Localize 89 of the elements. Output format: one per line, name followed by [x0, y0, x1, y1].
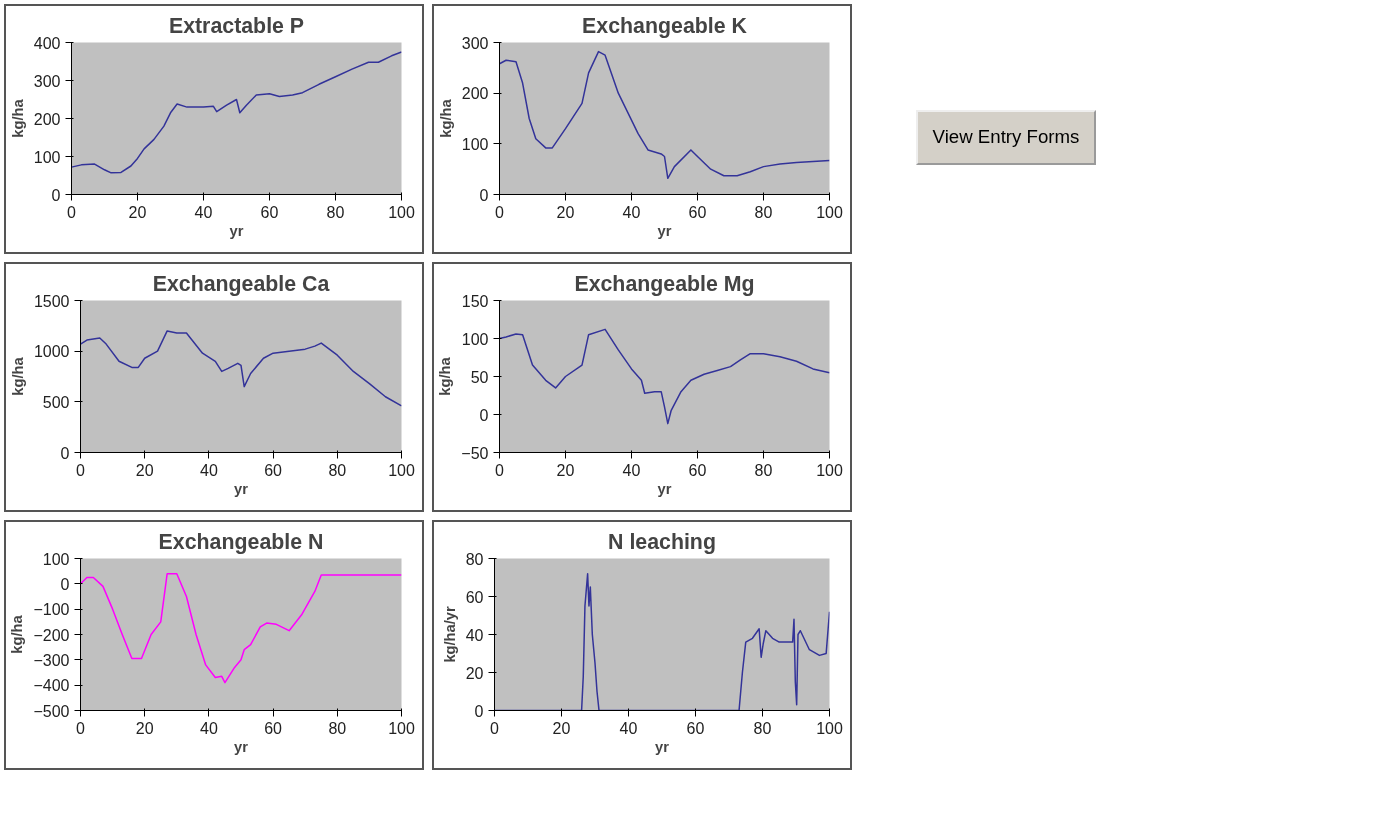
- y-tick-label: 1000: [33, 343, 70, 361]
- y-tick-label: 0: [51, 186, 61, 204]
- y-tick-label: 100: [461, 330, 489, 348]
- x-tick-label: 80: [326, 203, 345, 221]
- x-tick-label: 60: [260, 203, 279, 221]
- x-tick-label: 40: [194, 203, 213, 221]
- x-axis-title: yr: [234, 738, 249, 755]
- y-tick-label: −50: [461, 444, 489, 462]
- x-tick-label: 20: [556, 203, 575, 221]
- x-tick-label: 60: [264, 461, 283, 479]
- y-tick-label: 300: [33, 72, 61, 90]
- x-tick-label: 60: [686, 719, 705, 737]
- y-tick-label: 400: [33, 34, 61, 52]
- y-tick-label: 100: [461, 135, 489, 153]
- x-tick-label: 20: [556, 461, 575, 479]
- line-series: [499, 50, 830, 180]
- x-tick-label: 80: [753, 719, 772, 737]
- y-tick-label: 0: [60, 575, 70, 593]
- x-tick-label: 20: [135, 461, 154, 479]
- chart-title: N leaching: [608, 529, 716, 554]
- x-axis-title: yr: [655, 738, 670, 755]
- x-tick-label: 0: [490, 719, 500, 737]
- x-tick-label: 20: [552, 719, 571, 737]
- line-series: [71, 51, 402, 174]
- y-tick-label: 0: [474, 702, 484, 720]
- line-series: [80, 572, 402, 684]
- chart-title: Exchangeable K: [582, 13, 748, 38]
- y-tick-label: 500: [42, 393, 70, 411]
- x-tick-label: 80: [754, 203, 773, 221]
- x-tick-label: 100: [388, 203, 415, 221]
- chart-title: Exchangeable N: [158, 529, 324, 554]
- y-tick-label: 40: [465, 626, 484, 644]
- x-axis-title: yr: [229, 222, 244, 239]
- y-tick-label: −100: [33, 601, 70, 619]
- chart-title: Exchangeable Ca: [152, 271, 330, 296]
- x-axis-title: yr: [234, 480, 249, 497]
- y-tick-label: 1500: [33, 292, 70, 310]
- x-tick-label: 80: [328, 461, 347, 479]
- x-tick-label: 60: [264, 719, 283, 737]
- y-axis-title: kg/ha/yr: [441, 606, 458, 663]
- x-axis-title: yr: [657, 222, 672, 239]
- chart-title: Exchangeable Mg: [574, 271, 755, 296]
- y-tick-label: 80: [465, 550, 484, 568]
- x-tick-label: 0: [76, 461, 86, 479]
- y-tick-label: 60: [465, 588, 484, 606]
- x-tick-label: 100: [816, 203, 843, 221]
- x-tick-label: 40: [622, 203, 641, 221]
- y-tick-label: 0: [479, 406, 489, 424]
- y-tick-label: 100: [33, 148, 61, 166]
- y-tick-label: −200: [33, 626, 70, 644]
- y-axis-title: kg/ha: [9, 98, 26, 138]
- x-tick-label: 80: [754, 461, 773, 479]
- y-axis-title: kg/ha: [437, 98, 454, 138]
- x-tick-label: 0: [495, 461, 505, 479]
- y-axis-title: kg/ha: [9, 614, 26, 654]
- x-tick-label: 20: [135, 719, 154, 737]
- text: View Entry Forms: [932, 125, 1080, 150]
- y-axis-title: kg/ha: [9, 356, 26, 396]
- x-tick-label: 60: [688, 461, 707, 479]
- y-tick-label: 0: [479, 186, 489, 204]
- y-tick-label: 0: [60, 444, 70, 462]
- y-tick-label: −400: [33, 677, 70, 695]
- x-tick-label: 0: [76, 719, 86, 737]
- x-tick-label: 80: [328, 719, 347, 737]
- x-tick-label: 40: [622, 461, 641, 479]
- x-tick-label: 20: [128, 203, 147, 221]
- x-tick-label: 40: [200, 461, 218, 479]
- y-tick-label: 200: [461, 85, 489, 103]
- x-tick-label: 100: [816, 719, 843, 737]
- y-tick-label: 50: [470, 368, 489, 386]
- x-axis-title: yr: [657, 480, 672, 497]
- line-series: [499, 328, 830, 425]
- x-tick-label: 60: [688, 203, 707, 221]
- y-tick-label: 100: [42, 550, 70, 568]
- y-tick-label: 300: [461, 34, 489, 52]
- x-tick-label: 0: [495, 203, 505, 221]
- x-tick-label: 100: [816, 461, 843, 479]
- y-tick-label: 200: [33, 110, 61, 128]
- y-tick-label: −500: [33, 702, 70, 720]
- y-axis-title: kg/ha: [437, 356, 454, 396]
- y-tick-label: −300: [33, 651, 70, 669]
- line-series: [80, 330, 402, 407]
- x-tick-label: 40: [200, 719, 218, 737]
- y-tick-label: 150: [461, 292, 489, 310]
- x-tick-label: 100: [388, 461, 415, 479]
- x-tick-label: 100: [388, 719, 415, 737]
- chart-title: Extractable P: [168, 13, 305, 38]
- x-tick-label: 40: [619, 719, 638, 737]
- y-tick-label: 20: [465, 664, 484, 682]
